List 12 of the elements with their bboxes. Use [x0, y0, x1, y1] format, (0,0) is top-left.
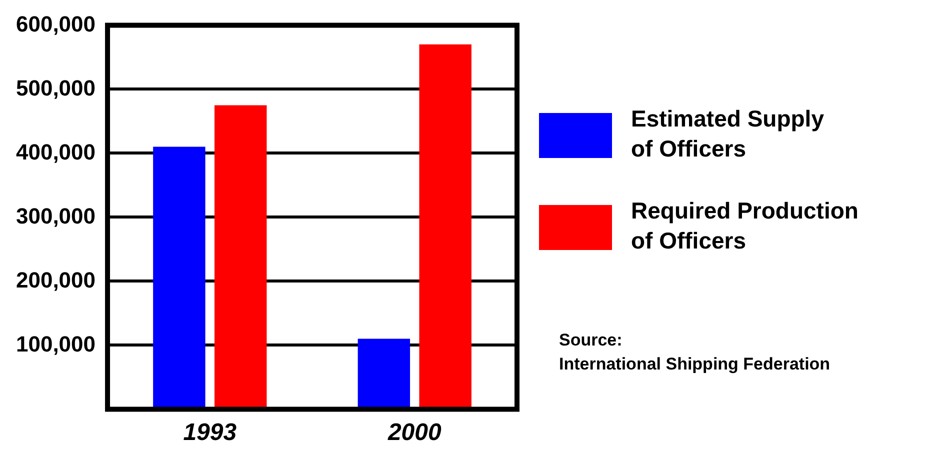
legend-label: Required Production of Officers [631, 197, 858, 254]
y-tick-label: 100,000 [16, 331, 96, 356]
x-tick-label: 1993 [183, 419, 238, 446]
text: International Shipping Federation [559, 354, 830, 374]
source-note: Source: [559, 330, 622, 350]
y-tick-label: 500,000 [16, 75, 96, 100]
y-tick-label: 600,000 [16, 11, 96, 36]
y-tick-label: 400,000 [16, 139, 96, 164]
legend-label: Estimated Supply of Officers [631, 105, 824, 162]
y-tick-label: 200,000 [16, 267, 96, 292]
x-tick-label: 2000 [386, 419, 442, 446]
y-tick-label: 300,000 [16, 203, 96, 228]
